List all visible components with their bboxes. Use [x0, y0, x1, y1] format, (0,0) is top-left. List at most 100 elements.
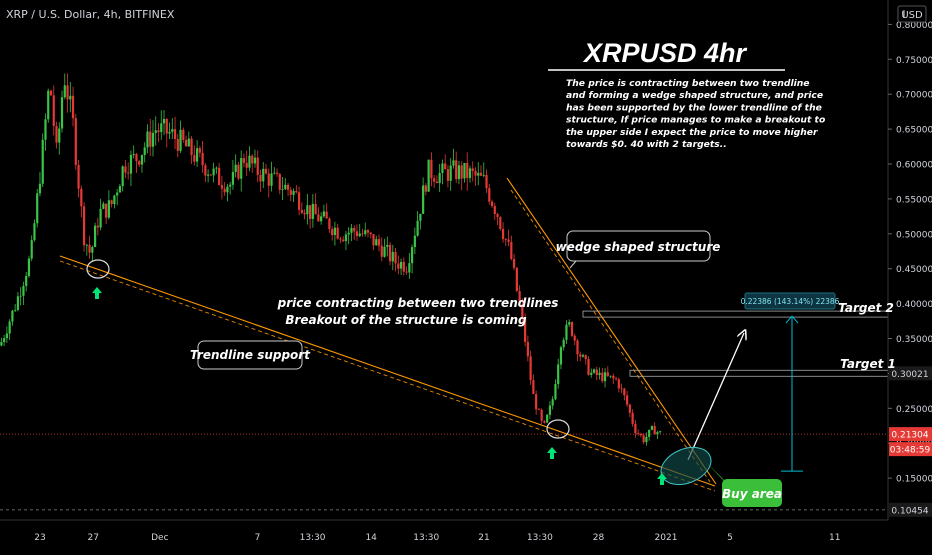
wedge-callout[interactable]: wedge shaped structure — [556, 230, 721, 262]
candle-body — [474, 170, 477, 176]
candle-body — [592, 369, 596, 373]
drawings — [0, 177, 889, 511]
candle-body — [173, 129, 177, 139]
current-price-badge-text: 0.21304 — [891, 431, 928, 441]
low-price-badge — [889, 502, 932, 517]
candle-body — [30, 240, 33, 259]
price-badges: 0.30021 0.10454 0.21304 03:48:59 — [889, 366, 932, 517]
y-tick-label: 0.60000 — [896, 161, 932, 171]
measure-arrowhead — [785, 315, 799, 324]
x-tick-label: 11 — [829, 533, 840, 543]
candle-body — [105, 203, 108, 218]
candle-body — [162, 118, 166, 124]
candle-body — [193, 155, 196, 162]
candle-body — [80, 188, 83, 207]
candle-body — [286, 184, 290, 190]
candle-body — [386, 244, 389, 247]
green-up-arrow-icon — [547, 447, 557, 459]
x-tick-label: 21 — [478, 533, 489, 543]
x-tick-label: 5 — [727, 533, 733, 543]
description-line: the upper side I expect the price to mov… — [566, 127, 818, 138]
y-tick-label: 0.35000 — [896, 335, 932, 345]
candle-body — [47, 90, 50, 120]
candle-body — [551, 399, 554, 406]
candle-body — [388, 244, 392, 262]
candle-body — [270, 173, 273, 186]
candle-body — [609, 375, 612, 377]
currency-button[interactable]: USD — [897, 5, 927, 23]
candle-body — [339, 238, 342, 240]
candle-body — [198, 148, 201, 153]
candle-body — [529, 356, 532, 381]
x-tick-label: 23 — [34, 533, 45, 543]
candle-body — [231, 171, 235, 185]
candle-body — [466, 162, 469, 179]
candle-body — [463, 162, 466, 179]
candle-body — [176, 138, 179, 151]
candle-body — [14, 309, 17, 311]
candle-body — [515, 267, 518, 292]
candle-body — [554, 384, 557, 400]
y-tick-label: 0.45000 — [896, 265, 932, 275]
candle-body — [88, 244, 91, 253]
x-tick-label: 14 — [365, 533, 377, 543]
candle-body — [540, 409, 543, 421]
candle-body — [380, 245, 383, 257]
candle-body — [38, 183, 42, 194]
candle-body — [350, 227, 353, 233]
candle-body — [33, 223, 36, 241]
candle-body — [295, 191, 298, 193]
y-tick-label: 0.25000 — [896, 405, 932, 415]
candle-body — [631, 412, 634, 424]
time-axis[interactable]: 23 27 Dec 7 13:30 14 13:30 21 13:30 28 2021 5 11 — [34, 533, 840, 543]
candle-body — [623, 388, 626, 396]
candle-body — [19, 295, 22, 297]
candle-body — [220, 185, 223, 189]
candle-body — [248, 155, 251, 168]
candle-body — [325, 211, 328, 219]
candle-body — [518, 291, 521, 305]
buy-area-label: Buy area — [722, 487, 782, 501]
candle-body — [394, 251, 397, 264]
candle-body — [490, 201, 494, 207]
candle-body — [124, 166, 127, 173]
trendline-support-callout[interactable]: Trendline support — [190, 340, 311, 370]
candle-body — [157, 130, 160, 133]
candle-body — [581, 355, 585, 357]
candle-body — [195, 148, 199, 162]
candle-body — [74, 118, 77, 165]
candle-body — [416, 220, 419, 236]
candle-body — [336, 227, 339, 239]
candle-body — [441, 163, 444, 174]
candle-body — [430, 159, 433, 179]
candle-body — [289, 189, 292, 195]
buy-area-callout[interactable]: Buy area — [706, 462, 782, 507]
touch-point-ellipse — [546, 419, 570, 439]
candle-body — [182, 129, 185, 140]
green-up-arrow-icon — [92, 287, 102, 299]
candle-body — [66, 85, 69, 100]
candle-body — [587, 359, 590, 375]
candle-body — [405, 271, 408, 273]
candle-body — [507, 239, 510, 243]
candle-body — [449, 165, 452, 181]
candle-body — [107, 200, 110, 218]
description-line: The price is contracting between two tre… — [566, 78, 810, 89]
candle-body — [267, 173, 270, 186]
candle-body — [93, 225, 97, 248]
candle-body — [402, 261, 405, 272]
candle-body — [82, 206, 86, 246]
y-tick-label: 0.55000 — [896, 195, 932, 205]
candle-body — [659, 431, 662, 433]
candle-body — [460, 165, 463, 179]
candle-body — [36, 193, 39, 224]
candle-body — [438, 173, 441, 184]
contracting-label-2: Breakout of the structure is coming — [285, 313, 527, 327]
candle-body — [479, 172, 483, 176]
candle-body — [584, 355, 587, 360]
candle-body — [212, 168, 215, 176]
candle-body — [58, 128, 61, 143]
candle-body — [424, 185, 427, 192]
